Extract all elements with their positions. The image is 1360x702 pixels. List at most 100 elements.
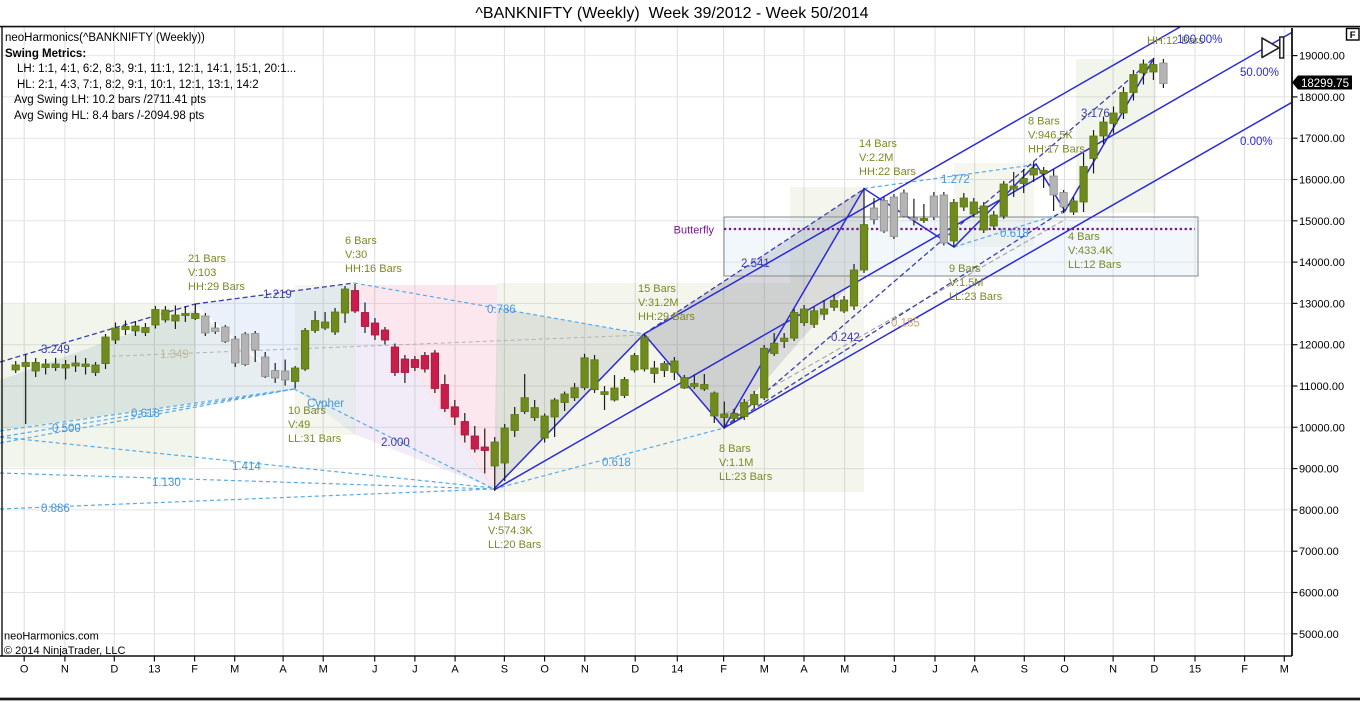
svg-text:6000.00: 6000.00 — [1299, 588, 1339, 600]
svg-text:N: N — [61, 664, 69, 676]
svg-text:V:103: V:103 — [188, 267, 216, 279]
svg-text:M: M — [230, 664, 239, 676]
svg-text:HH:17 Bars: HH:17 Bars — [1028, 144, 1085, 156]
svg-text:1.219: 1.219 — [263, 289, 292, 301]
svg-text:D: D — [631, 664, 639, 676]
svg-text:HH:29 Bars: HH:29 Bars — [638, 311, 695, 323]
svg-text:O: O — [20, 664, 29, 676]
svg-text:1.349: 1.349 — [160, 349, 189, 361]
svg-text:8000.00: 8000.00 — [1299, 505, 1339, 517]
svg-text:14 Bars: 14 Bars — [859, 138, 897, 150]
svg-text:0.185: 0.185 — [891, 318, 920, 330]
svg-text:Avg Swing HL: 8.4 bars /-2094.: Avg Swing HL: 8.4 bars /-2094.98 pts — [14, 110, 205, 122]
svg-text:11000.00: 11000.00 — [1299, 381, 1344, 393]
svg-text:V:1.5M: V:1.5M — [949, 277, 983, 289]
svg-text:M: M — [840, 664, 849, 676]
svg-text:8 Bars: 8 Bars — [1028, 116, 1060, 128]
svg-text:HH:22 Bars: HH:22 Bars — [859, 166, 916, 178]
svg-text:N: N — [1109, 664, 1117, 676]
svg-text:19000.00: 19000.00 — [1299, 51, 1345, 63]
svg-text:LL:23 Bars: LL:23 Bars — [719, 471, 773, 483]
svg-text:LL:12 Bars: LL:12 Bars — [1068, 259, 1122, 271]
svg-text:V:433.4K: V:433.4K — [1068, 245, 1114, 257]
svg-text:15000.00: 15000.00 — [1299, 216, 1345, 228]
svg-text:LL:31 Bars: LL:31 Bars — [288, 433, 342, 445]
svg-text:3.176: 3.176 — [1081, 108, 1110, 120]
svg-text:8 Bars: 8 Bars — [719, 443, 751, 455]
svg-text:17000.00: 17000.00 — [1299, 133, 1345, 145]
svg-text:© 2014 NinjaTrader, LLC: © 2014 NinjaTrader, LLC — [4, 645, 125, 657]
svg-text:Swing Metrics:: Swing Metrics: — [5, 48, 86, 60]
svg-text:Avg Swing LH: 10.2 bars /2711.: Avg Swing LH: 10.2 bars /2711.41 pts — [14, 94, 206, 106]
svg-text:V:31.2M: V:31.2M — [638, 297, 679, 309]
svg-text:1.414: 1.414 — [232, 461, 261, 473]
svg-text:1.272: 1.272 — [941, 174, 970, 186]
svg-text:HH:12 Bars: HH:12 Bars — [1147, 35, 1204, 47]
svg-text:F: F — [720, 664, 727, 676]
svg-text:S: S — [501, 664, 508, 676]
svg-text:V:2.2M: V:2.2M — [859, 152, 893, 164]
svg-text:3.249: 3.249 — [41, 344, 70, 356]
svg-text:J: J — [892, 664, 898, 676]
svg-text:M: M — [760, 664, 769, 676]
svg-text:9 Bars: 9 Bars — [949, 263, 981, 275]
svg-text:Butterfly: Butterfly — [674, 225, 715, 237]
svg-text:HH:16 Bars: HH:16 Bars — [345, 263, 402, 275]
svg-text:N: N — [581, 664, 589, 676]
svg-text:F: F — [191, 664, 198, 676]
svg-text:O: O — [1060, 664, 1069, 676]
svg-text:12000.00: 12000.00 — [1299, 340, 1345, 352]
svg-text:M: M — [1280, 664, 1289, 676]
svg-text:13000.00: 13000.00 — [1299, 298, 1345, 310]
svg-text:J: J — [412, 664, 418, 676]
svg-text:F: F — [1241, 664, 1248, 676]
svg-text:A: A — [971, 664, 979, 676]
svg-text:0.886: 0.886 — [41, 503, 70, 515]
svg-text:14 Bars: 14 Bars — [488, 511, 526, 523]
svg-text:LL:23 Bars: LL:23 Bars — [949, 291, 1003, 303]
svg-text:1.130: 1.130 — [152, 477, 181, 489]
svg-text:HL: 2:1, 4:3, 7:1, 8:2, 9:1, 1: HL: 2:1, 4:3, 7:1, 8:2, 9:1, 10:1, 12:1,… — [17, 79, 259, 91]
svg-text:50.00%: 50.00% — [1240, 67, 1279, 79]
svg-text:10 Bars: 10 Bars — [288, 405, 326, 417]
svg-text:15: 15 — [1189, 664, 1201, 676]
svg-text:0.786: 0.786 — [487, 304, 516, 316]
svg-text:13: 13 — [148, 664, 160, 676]
svg-text:Cypher: Cypher — [307, 398, 344, 410]
svg-text:7000.00: 7000.00 — [1299, 546, 1339, 558]
svg-text:21 Bars: 21 Bars — [188, 253, 226, 265]
svg-text:V:574.3K: V:574.3K — [488, 525, 534, 537]
svg-text:5000.00: 5000.00 — [1299, 629, 1339, 641]
svg-text:18299.75: 18299.75 — [1301, 78, 1349, 90]
svg-text:A: A — [800, 664, 808, 676]
svg-text:LL:20 Bars: LL:20 Bars — [488, 539, 542, 551]
svg-text:LH: 1:1, 4:1, 6:2, 8:3, 9:1, 1: LH: 1:1, 4:1, 6:2, 8:3, 9:1, 11:1, 12:1,… — [17, 63, 296, 75]
svg-text:M: M — [319, 664, 328, 676]
svg-text:F: F — [1350, 30, 1356, 41]
svg-text:S: S — [1021, 664, 1028, 676]
svg-text:6 Bars: 6 Bars — [345, 235, 377, 247]
svg-text:D: D — [110, 664, 118, 676]
svg-text:V:49: V:49 — [288, 419, 310, 431]
svg-text:^BANKNIFTY (Weekly) Week 39/2: ^BANKNIFTY (Weekly) Week 39/2012 - Week … — [475, 5, 868, 22]
svg-text:0.618: 0.618 — [1000, 228, 1029, 240]
svg-text:HH:29 Bars: HH:29 Bars — [188, 281, 245, 293]
svg-text:16000.00: 16000.00 — [1299, 175, 1345, 187]
svg-text:14000.00: 14000.00 — [1299, 257, 1345, 269]
svg-text:4 Bars: 4 Bars — [1068, 231, 1100, 243]
svg-text:2.000: 2.000 — [381, 437, 410, 449]
svg-text:D: D — [1150, 664, 1158, 676]
svg-text:9000.00: 9000.00 — [1299, 464, 1339, 476]
svg-text:18000.00: 18000.00 — [1299, 92, 1345, 104]
svg-text:V:946.5K: V:946.5K — [1028, 130, 1074, 142]
svg-text:neoHarmonics.com: neoHarmonics.com — [4, 631, 99, 643]
svg-text:V:30: V:30 — [345, 249, 367, 261]
svg-text:0.618: 0.618 — [131, 408, 160, 420]
svg-text:A: A — [279, 664, 287, 676]
svg-text:O: O — [540, 664, 549, 676]
svg-text:2.541: 2.541 — [741, 258, 770, 270]
svg-text:15 Bars: 15 Bars — [638, 283, 676, 295]
svg-text:0.618: 0.618 — [602, 457, 631, 469]
svg-text:neoHarmonics(^BANKNIFTY (Weekl: neoHarmonics(^BANKNIFTY (Weekly)) — [5, 32, 205, 44]
svg-text:14: 14 — [671, 664, 683, 676]
